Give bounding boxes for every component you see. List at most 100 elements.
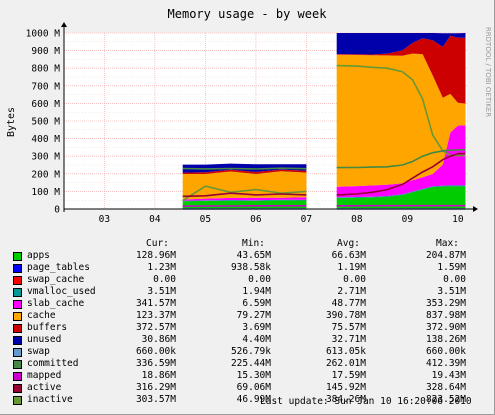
area-apps — [182, 200, 307, 209]
legend-value-min: 43.65M — [236, 250, 271, 261]
x-tick-label: 09 — [402, 214, 414, 225]
legend-label: mapped — [27, 370, 62, 381]
legend-row-swap-cache: swap_cache 0.00 0.00 0.00 0.00 — [0, 274, 495, 286]
legend-label: cache — [27, 310, 56, 321]
y-tick-label: 800 M — [31, 64, 60, 75]
legend-swatch — [13, 396, 22, 405]
legend-swatch — [13, 288, 22, 297]
legend-label: swap_cache — [27, 274, 85, 285]
legend-value-min: 15.30M — [236, 370, 271, 381]
y-tick-label: 100 M — [31, 187, 60, 198]
area-buffers — [336, 35, 466, 104]
area-vmalloc-used — [182, 199, 307, 202]
legend-value-cur: 128.96M — [135, 250, 176, 261]
memory-chart: Memory usage - by week Bytes RRDTOOL / T… — [6, 7, 492, 225]
y-tick-label: 0 — [54, 205, 60, 216]
y-tick-label: 500 M — [31, 117, 60, 128]
legend-value-max: 823.52M — [425, 394, 466, 405]
legend-value-cur: 3.51M — [147, 286, 176, 297]
legend-value-min: 3.69M — [242, 322, 271, 333]
legend-swatch — [13, 300, 22, 309]
legend-value-avg: 145.92M — [325, 382, 366, 393]
legend-row-mapped: mapped 18.86M 15.30M 17.59M 19.43M — [0, 370, 495, 382]
legend-label: swap — [27, 346, 50, 357]
legend-value-avg: 390.78M — [325, 310, 366, 321]
legend-row-active: active 316.29M 69.06M 145.92M 328.64M — [0, 382, 495, 394]
legend-value-avg: 66.63M — [331, 250, 366, 261]
legend-row-slab-cache: slab_cache 341.57M 6.59M 48.77M 353.29M — [0, 298, 495, 310]
area-buffers — [182, 169, 307, 174]
legend-value-cur: 660.00k — [135, 346, 176, 357]
legend-value-cur: 0.00 — [153, 274, 176, 285]
y-tick-label: 600 M — [31, 99, 60, 110]
area-apps — [336, 186, 466, 209]
x-tick-label: 03 — [99, 214, 110, 225]
legend-row-unused: unused 30.86M 4.40M 32.71M 138.26M — [0, 334, 495, 346]
legend-swatch — [13, 264, 22, 273]
legend-value-min: 4.40M — [242, 334, 271, 345]
x-tick-label: 04 — [149, 214, 161, 225]
side-credit: RRDTOOL / TOBI OETIKER — [484, 27, 492, 117]
line-committed — [336, 148, 466, 169]
legend-value-cur: 123.37M — [135, 310, 176, 321]
area-unused — [336, 33, 466, 55]
legend-value-min: 46.99M — [236, 394, 271, 405]
legend-label: vmalloc_used — [27, 286, 96, 297]
legend-value-avg: 32.71M — [331, 334, 366, 345]
legend-value-avg: 48.77M — [331, 298, 366, 309]
legend-label: unused — [27, 334, 62, 345]
legend-row-page-tables: page_tables 1.23M 938.58k 1.19M 1.59M — [0, 262, 495, 274]
legend-value-max: 372.90M — [425, 322, 466, 333]
legend-label: apps — [27, 250, 50, 261]
legend-label: active — [27, 382, 62, 393]
legend-value-cur: 341.57M — [135, 298, 176, 309]
x-tick-label: 05 — [200, 214, 211, 225]
x-tick-label: 06 — [250, 214, 262, 225]
legend-value-cur: 336.59M — [135, 358, 176, 369]
legend-swatch — [13, 252, 22, 261]
legend-value-cur: 372.57M — [135, 322, 176, 333]
legend-value-min: 225.44M — [230, 358, 271, 369]
x-tick-label: 08 — [351, 214, 363, 225]
legend-header-max: Max: — [436, 238, 459, 249]
legend-swatch — [13, 348, 22, 357]
legend-row-apps: apps 128.96M 43.65M 66.63M 204.87M — [0, 250, 495, 262]
legend-row-cache: cache 123.37M 79.27M 390.78M 837.98M — [0, 310, 495, 322]
y-tick-label: 400 M — [31, 134, 60, 145]
legend-swatch — [13, 276, 22, 285]
legend-label: committed — [27, 358, 79, 369]
legend-swatch — [13, 324, 22, 333]
legend-header-cur: Cur: — [146, 238, 169, 249]
y-tick-label: 900 M — [31, 46, 60, 57]
legend-value-min: 526.79k — [230, 346, 271, 357]
legend-value-min: 6.59M — [242, 298, 271, 309]
legend-header-min: Min: — [242, 238, 265, 249]
legend-value-avg: 613.05k — [325, 346, 366, 357]
legend-value-avg: 0.00 — [343, 274, 366, 285]
legend-row-buffers: buffers 372.57M 3.69M 75.57M 372.90M — [0, 322, 495, 334]
legend-value-cur: 18.86M — [141, 370, 176, 381]
legend-value-max: 837.98M — [425, 310, 466, 321]
legend-label: buffers — [27, 322, 68, 333]
area-slab-cache — [182, 197, 307, 201]
legend-value-avg: 262.01M — [325, 358, 366, 369]
legend-value-min: 69.06M — [236, 382, 271, 393]
axes — [61, 22, 478, 212]
legend-value-max: 138.26M — [425, 334, 466, 345]
legend-value-max: 0.00 — [443, 274, 466, 285]
legend-value-min: 79.27M — [236, 310, 271, 321]
x-tick-label: 10 — [452, 214, 464, 225]
y-tick-label: 200 M — [31, 169, 60, 180]
legend-value-max: 328.64M — [425, 382, 466, 393]
line-active — [336, 152, 466, 196]
chart-title: Memory usage - by week — [168, 7, 328, 21]
legend-value-cur: 303.57M — [135, 394, 176, 405]
legend-value-max: 412.39M — [425, 358, 466, 369]
area-slab-cache — [336, 125, 466, 198]
last-update: Last update: Sun Jan 10 16:20:06 2010 — [260, 396, 472, 407]
legend-swatch — [13, 360, 22, 369]
line-inactive — [182, 185, 307, 202]
line-committed — [182, 167, 307, 170]
y-axis-arrow — [61, 22, 67, 27]
